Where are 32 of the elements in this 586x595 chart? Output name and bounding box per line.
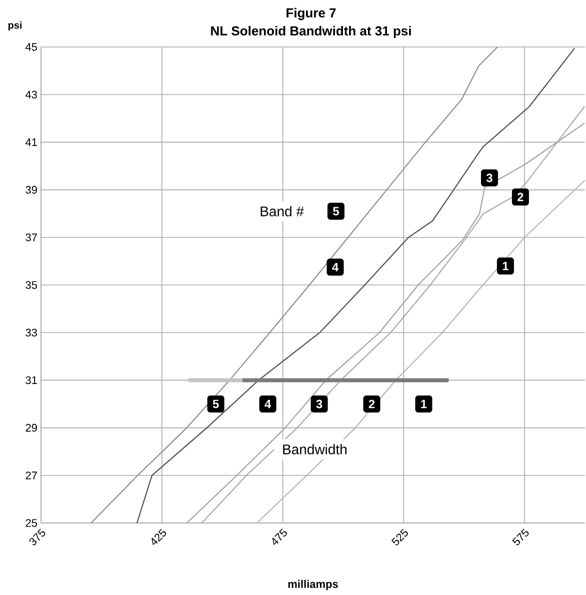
y-tick-label: 31 (26, 376, 38, 384)
y-tick-label: 33 (26, 328, 38, 336)
x-axis-title: milliamps (288, 580, 338, 590)
y-tick-label: 45 (26, 43, 38, 51)
annotation: 5 (333, 207, 340, 216)
annotation: 1 (421, 400, 427, 408)
annotation: 1 (503, 262, 509, 270)
chart-subtitle: NL Solenoid Bandwidth at 31 psi (211, 26, 412, 38)
y-tick-label: 29 (26, 424, 38, 432)
x-tick-label: 425 (152, 528, 166, 546)
annotation: 5 (213, 400, 220, 408)
annotation: 2 (518, 192, 524, 202)
annotation: 3 (316, 400, 322, 408)
y-tick-label: 25 (26, 519, 38, 527)
y-tick-label: 35 (26, 281, 38, 289)
y-tick-label: 41 (26, 138, 38, 146)
y-tick-label: 43 (26, 90, 38, 98)
annotation: 2 (369, 400, 375, 408)
annotation: 4 (264, 400, 272, 408)
annotation: Band # (261, 206, 304, 216)
x-tick-label: 475 (272, 528, 288, 545)
annotation: Bandwidth (283, 444, 347, 454)
annotation: 4 (332, 263, 339, 272)
x-tick-label: 375 (30, 528, 46, 546)
chart-title: Figure 7 (286, 8, 336, 20)
y-tick-label: 39 (26, 186, 38, 194)
y-tick-label: 37 (26, 234, 38, 242)
x-tick-label: 525 (392, 528, 408, 546)
y-axis-title: psi (8, 21, 22, 31)
annotation: 3 (486, 174, 493, 182)
y-tick-label: 27 (26, 472, 38, 480)
x-tick-label: 575 (512, 528, 529, 546)
